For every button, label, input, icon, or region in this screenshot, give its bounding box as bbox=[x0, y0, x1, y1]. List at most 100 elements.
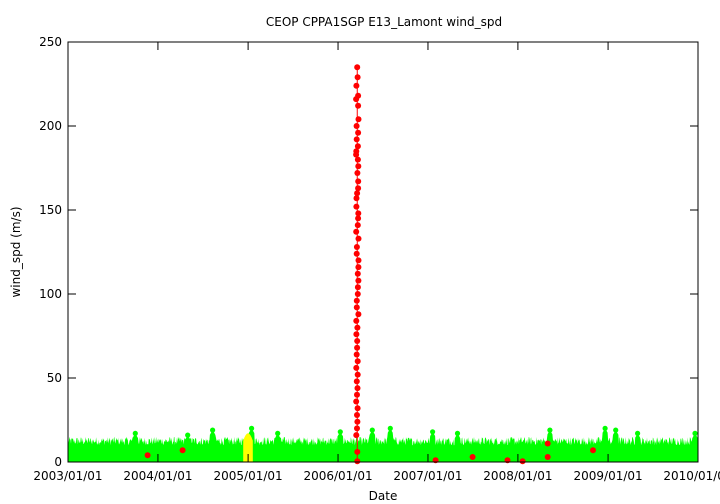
bad-point bbox=[355, 178, 362, 185]
bad-point bbox=[355, 185, 362, 192]
y-axis-label: wind_spd (m/s) bbox=[9, 206, 23, 297]
bad-point bbox=[353, 203, 360, 210]
bad-point bbox=[355, 163, 362, 170]
bad-point bbox=[353, 123, 360, 129]
x-axis-label: Date bbox=[369, 489, 398, 503]
bad-point bbox=[353, 351, 360, 358]
data-layer bbox=[68, 64, 698, 465]
y-tick-label: 250 bbox=[39, 35, 62, 49]
good-point bbox=[275, 430, 281, 436]
bad-point bbox=[354, 344, 361, 351]
bad-point bbox=[544, 440, 551, 447]
bad-point bbox=[354, 156, 361, 163]
bad-point bbox=[354, 412, 360, 418]
bad-point bbox=[353, 432, 360, 439]
good-point bbox=[430, 429, 436, 435]
axis-layer: 0 50 100 150 200 250 2003/01/01 2004/01/01 2005/… bbox=[33, 35, 720, 483]
bad-point bbox=[354, 170, 361, 176]
bad-point bbox=[354, 371, 361, 378]
bad-point bbox=[355, 311, 362, 318]
y-tick-label: 50 bbox=[47, 371, 62, 385]
x-tick-label: 2007/01/01 bbox=[393, 469, 462, 483]
bad-point bbox=[353, 398, 360, 405]
bad-point bbox=[355, 210, 362, 217]
bad-point bbox=[355, 277, 362, 284]
bad-point bbox=[353, 244, 360, 250]
bad-point bbox=[519, 458, 526, 465]
bad-point bbox=[353, 317, 360, 324]
good-point bbox=[132, 430, 138, 436]
bad-point bbox=[353, 82, 360, 89]
good-point bbox=[249, 425, 255, 431]
good-point bbox=[185, 432, 191, 438]
bad-point bbox=[354, 190, 361, 197]
bad-point bbox=[353, 250, 360, 257]
bad-point bbox=[354, 270, 361, 277]
bad-point bbox=[355, 235, 362, 242]
y-tick-label: 150 bbox=[39, 203, 62, 217]
good-point bbox=[210, 427, 216, 433]
good-point bbox=[337, 429, 343, 435]
series-bad bbox=[144, 64, 596, 465]
good-point bbox=[613, 427, 619, 433]
bad-point bbox=[354, 284, 361, 291]
bad-point bbox=[355, 129, 362, 136]
bad-point bbox=[354, 338, 361, 344]
chart-title: CEOP CPPA1SGP E13_Lamont wind_spd bbox=[266, 15, 502, 29]
bad-point bbox=[353, 136, 360, 143]
bad-point bbox=[590, 447, 596, 454]
series-good bbox=[68, 425, 698, 462]
good-point bbox=[454, 430, 461, 436]
y-tick-label: 0 bbox=[54, 455, 62, 469]
bad-point bbox=[354, 143, 361, 150]
bad-point bbox=[179, 447, 186, 454]
bad-point bbox=[144, 452, 151, 459]
good-point bbox=[602, 425, 608, 431]
x-tick-label: 2008/01/01 bbox=[483, 469, 552, 483]
bad-point bbox=[353, 364, 360, 371]
good-point bbox=[369, 427, 375, 433]
bad-point bbox=[354, 391, 360, 398]
good-point bbox=[635, 430, 641, 436]
x-tick-label: 2003/01/01 bbox=[33, 469, 102, 483]
bad-point bbox=[354, 222, 361, 229]
x-tick-label: 2009/01/01 bbox=[573, 469, 642, 483]
bad-point bbox=[354, 358, 361, 365]
series-suspect-band bbox=[243, 433, 253, 462]
bad-point bbox=[355, 257, 362, 264]
bad-point bbox=[469, 454, 476, 460]
bad-point bbox=[353, 297, 360, 304]
bad-point bbox=[354, 425, 360, 432]
bad-point bbox=[353, 228, 360, 235]
x-tick-label: 2010/01/01 bbox=[663, 469, 720, 483]
plot-frame bbox=[67, 41, 699, 463]
y-tick-label: 200 bbox=[39, 119, 62, 133]
bad-point bbox=[354, 74, 361, 81]
bad-point bbox=[353, 378, 360, 385]
good-point bbox=[692, 430, 698, 436]
bad-point bbox=[354, 385, 361, 392]
y-tick-label: 100 bbox=[39, 287, 62, 301]
bad-point bbox=[353, 151, 360, 158]
bad-point bbox=[355, 215, 362, 222]
x-tick-label: 2006/01/01 bbox=[303, 469, 372, 483]
x-tick-label: 2005/01/01 bbox=[214, 469, 283, 483]
bad-point bbox=[544, 454, 551, 460]
bad-point bbox=[353, 195, 360, 202]
bad-point bbox=[354, 324, 361, 331]
bad-point bbox=[355, 264, 362, 271]
bad-point bbox=[353, 96, 360, 103]
bad-point bbox=[354, 418, 361, 425]
series-good-band bbox=[68, 428, 698, 462]
good-point bbox=[387, 425, 393, 431]
bad-point bbox=[354, 291, 361, 297]
bad-point bbox=[354, 64, 361, 71]
bad-point bbox=[353, 331, 360, 338]
bad-point bbox=[353, 304, 360, 311]
good-point bbox=[547, 427, 553, 433]
bad-point bbox=[354, 458, 361, 465]
bad-point bbox=[355, 102, 362, 109]
bad-point bbox=[354, 448, 361, 455]
